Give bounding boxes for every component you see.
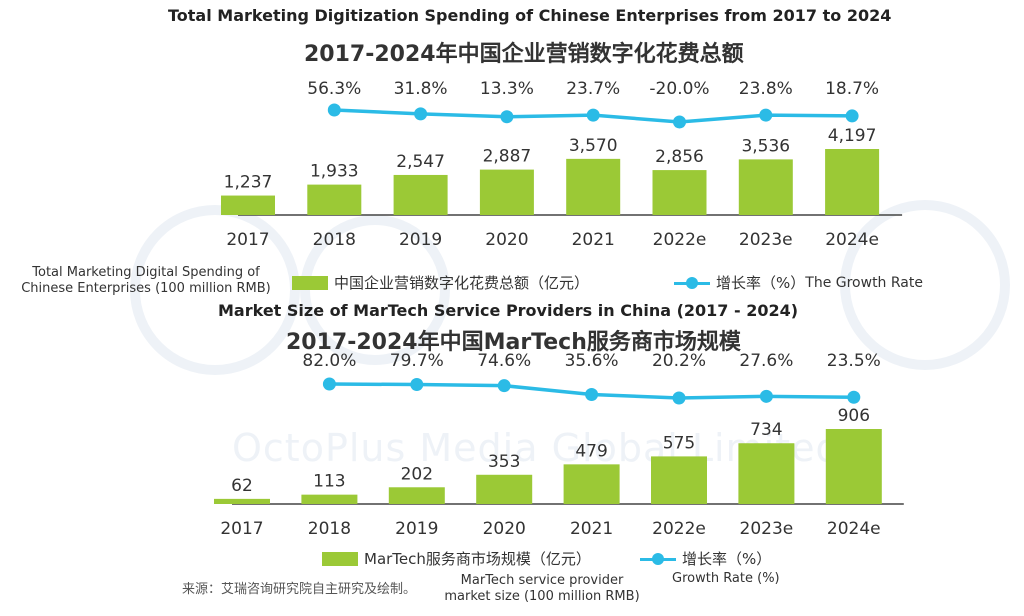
chart1-tick-2019: 2019 (399, 230, 442, 250)
chart2-bar-2023e (738, 443, 795, 504)
chart2-bar-2017 (214, 498, 270, 504)
chart1-rate-point-2023e (759, 108, 773, 122)
chart1-tick-2021: 2021 (572, 230, 615, 250)
chart1-bar-2018 (307, 184, 362, 215)
chart2-tick-2020: 2020 (483, 519, 526, 539)
chart2-bar-label-2020: 353 (488, 452, 520, 472)
chart2-rate-label-2021: 35.6% (565, 351, 619, 371)
chart1-tick-2022e: 2022e (653, 230, 707, 250)
chart2-bar-label-2021: 479 (575, 441, 607, 461)
chart2-legend-bar-label: MarTech服务商市场规模（亿元） (364, 550, 591, 568)
chart2-rate-point-2022e (672, 391, 686, 405)
chart2-bar-2019 (388, 487, 445, 504)
chart2-tick-2024e: 2024e (827, 519, 881, 539)
chart2-legend-bar: MarTech服务商市场规模（亿元） (322, 548, 591, 569)
chart2-legend-line: 增长率（%） (640, 548, 771, 569)
chart1-rate-point-2024e (845, 109, 859, 123)
chart1-bar-label-2022e: 2,856 (655, 147, 704, 167)
chart2-legend-line-label: 增长率（%） (682, 550, 772, 568)
chart1-rate-label-2018: 56.3% (307, 79, 361, 99)
chart2-tick-2023e: 2023e (740, 519, 794, 539)
chart1-bar-label-2021: 3,570 (569, 136, 618, 156)
chart1-rate-point-2018 (327, 103, 341, 117)
chart2-line-note: Growth Rate (%) (672, 571, 780, 586)
chart1-rate-label-2023e: 23.8% (739, 79, 793, 99)
chart1-subtitle: 2017-2024年中国企业营销数字化花费总额 (304, 42, 744, 67)
chart2-title: Market Size of MarTech Service Providers… (218, 301, 799, 320)
chart2-rate-label-2022e: 20.2% (652, 351, 706, 371)
chart1-bar-2019 (393, 174, 448, 215)
chart1-tick-2017: 2017 (226, 230, 269, 250)
chart2-plot: 62 2017 113 2018 202 2019 353 2020 479 2021 575 202… (214, 351, 904, 539)
chart2-tick-2019: 2019 (395, 519, 438, 539)
chart1-rate-label-2019: 31.8% (394, 79, 448, 99)
chart2-rate-point-2019 (410, 378, 424, 392)
chart2-bar-2018 (301, 494, 358, 504)
chart1-rate-label-2020: 13.3% (480, 79, 534, 99)
chart2-bar-label-2023e: 734 (750, 420, 782, 440)
chart2-rate-label-2018: 82.0% (302, 351, 356, 371)
chart1-legend-line-label: 增长率（%） (716, 274, 806, 292)
chart1-bar-2022e (652, 170, 707, 215)
chart1-legend-line: 增长率（%） The Growth Rate (674, 272, 923, 293)
chart1-bar-2023e (738, 159, 793, 215)
chart1-rate-point-2021 (586, 108, 600, 122)
chart2-bar-label-2024e: 906 (838, 406, 870, 426)
chart2-bar-label-2022e: 575 (663, 433, 695, 453)
chart1-line-note: The Growth Rate (805, 274, 923, 291)
chart1-tick-2024e: 2024e (825, 230, 879, 250)
chart1-bar-label-2023e: 3,536 (741, 136, 790, 156)
chart1-bar-2021 (566, 158, 621, 215)
chart1-bar-2024e (825, 149, 880, 215)
chart1-rate-point-2020 (500, 110, 514, 124)
chart1-rate-label-2021: 23.7% (566, 79, 620, 99)
chart1-rate-point-2022e (673, 115, 686, 129)
chart1-bar-label-2019: 2,547 (396, 152, 445, 172)
chart2-rate-label-2023e: 27.6% (739, 351, 793, 371)
chart2-rate-point-2021 (585, 388, 599, 402)
chart2-rate-label-2020: 74.6% (477, 351, 531, 371)
chart2-tick-2018: 2018 (308, 519, 351, 539)
chart1-bar-label-2024e: 4,197 (828, 126, 877, 146)
chart1-tick-2018: 2018 (313, 230, 356, 250)
chart1-rate-label-2024e: 18.7% (825, 79, 879, 99)
chart2-bar-note: MarTech service provider market size (10… (444, 573, 640, 604)
chart2-bar-label-2017: 62 (231, 476, 253, 496)
chart1-rate-label-2022e: -20.0% (649, 79, 709, 99)
source-note: 来源：艾瑞咨询研究院自主研究及绘制。 (182, 582, 417, 597)
chart1-tick-2023e: 2023e (739, 230, 793, 250)
chart1-bar-label-2017: 1,237 (224, 173, 273, 193)
chart2-bar-2022e (651, 456, 707, 504)
legend-line-swatch (674, 276, 710, 290)
chart2-bar-label-2018: 113 (313, 472, 345, 492)
chart2-rate-label-2019: 79.7% (390, 351, 444, 371)
chart2-tick-2017: 2017 (220, 519, 263, 539)
legend-bar-swatch (322, 551, 358, 566)
chart2-bar-2020 (476, 474, 533, 504)
chart1-bar-label-2018: 1,933 (310, 162, 359, 182)
chart2-bar-2021 (563, 464, 620, 504)
chart1-bar-2020 (479, 169, 534, 215)
chart1-legend-bar: 中国企业营销数字化花费总额（亿元） (292, 272, 589, 293)
legend-line-swatch (640, 552, 676, 566)
chart1-bar-note: Total Marketing Digital Spending of Chin… (21, 265, 271, 296)
chart1-legend-bar-label: 中国企业营销数字化花费总额（亿元） (334, 274, 590, 292)
chart1-title: Total Marketing Digitization Spending of… (168, 6, 892, 25)
chart2-bar-label-2019: 202 (401, 464, 433, 484)
chart1-bar-label-2020: 2,887 (483, 147, 532, 167)
chart2-tick-2021: 2021 (570, 519, 613, 539)
chart2-rate-point-2020 (497, 379, 511, 393)
legend-bar-swatch (292, 275, 328, 290)
chart2-subtitle: 2017-2024年中国MarTech服务商市场规模 (286, 330, 741, 355)
chart2-rate-point-2018 (322, 377, 336, 391)
chart2-rate-label-2024e: 23.5% (827, 351, 881, 371)
chart1-tick-2020: 2020 (485, 230, 528, 250)
chart1-bar-2017 (221, 195, 275, 215)
chart1-rate-point-2019 (414, 107, 428, 121)
chart2-rate-point-2024e (847, 390, 861, 404)
chart2-bar-2024e (825, 429, 882, 504)
chart1-plot: 1,237 2017 1,933 2018 2,547 2019 2,887 2020 3,57… (221, 79, 903, 250)
chart2-tick-2022e: 2022e (652, 519, 706, 539)
chart2-rate-point-2023e (759, 389, 773, 403)
